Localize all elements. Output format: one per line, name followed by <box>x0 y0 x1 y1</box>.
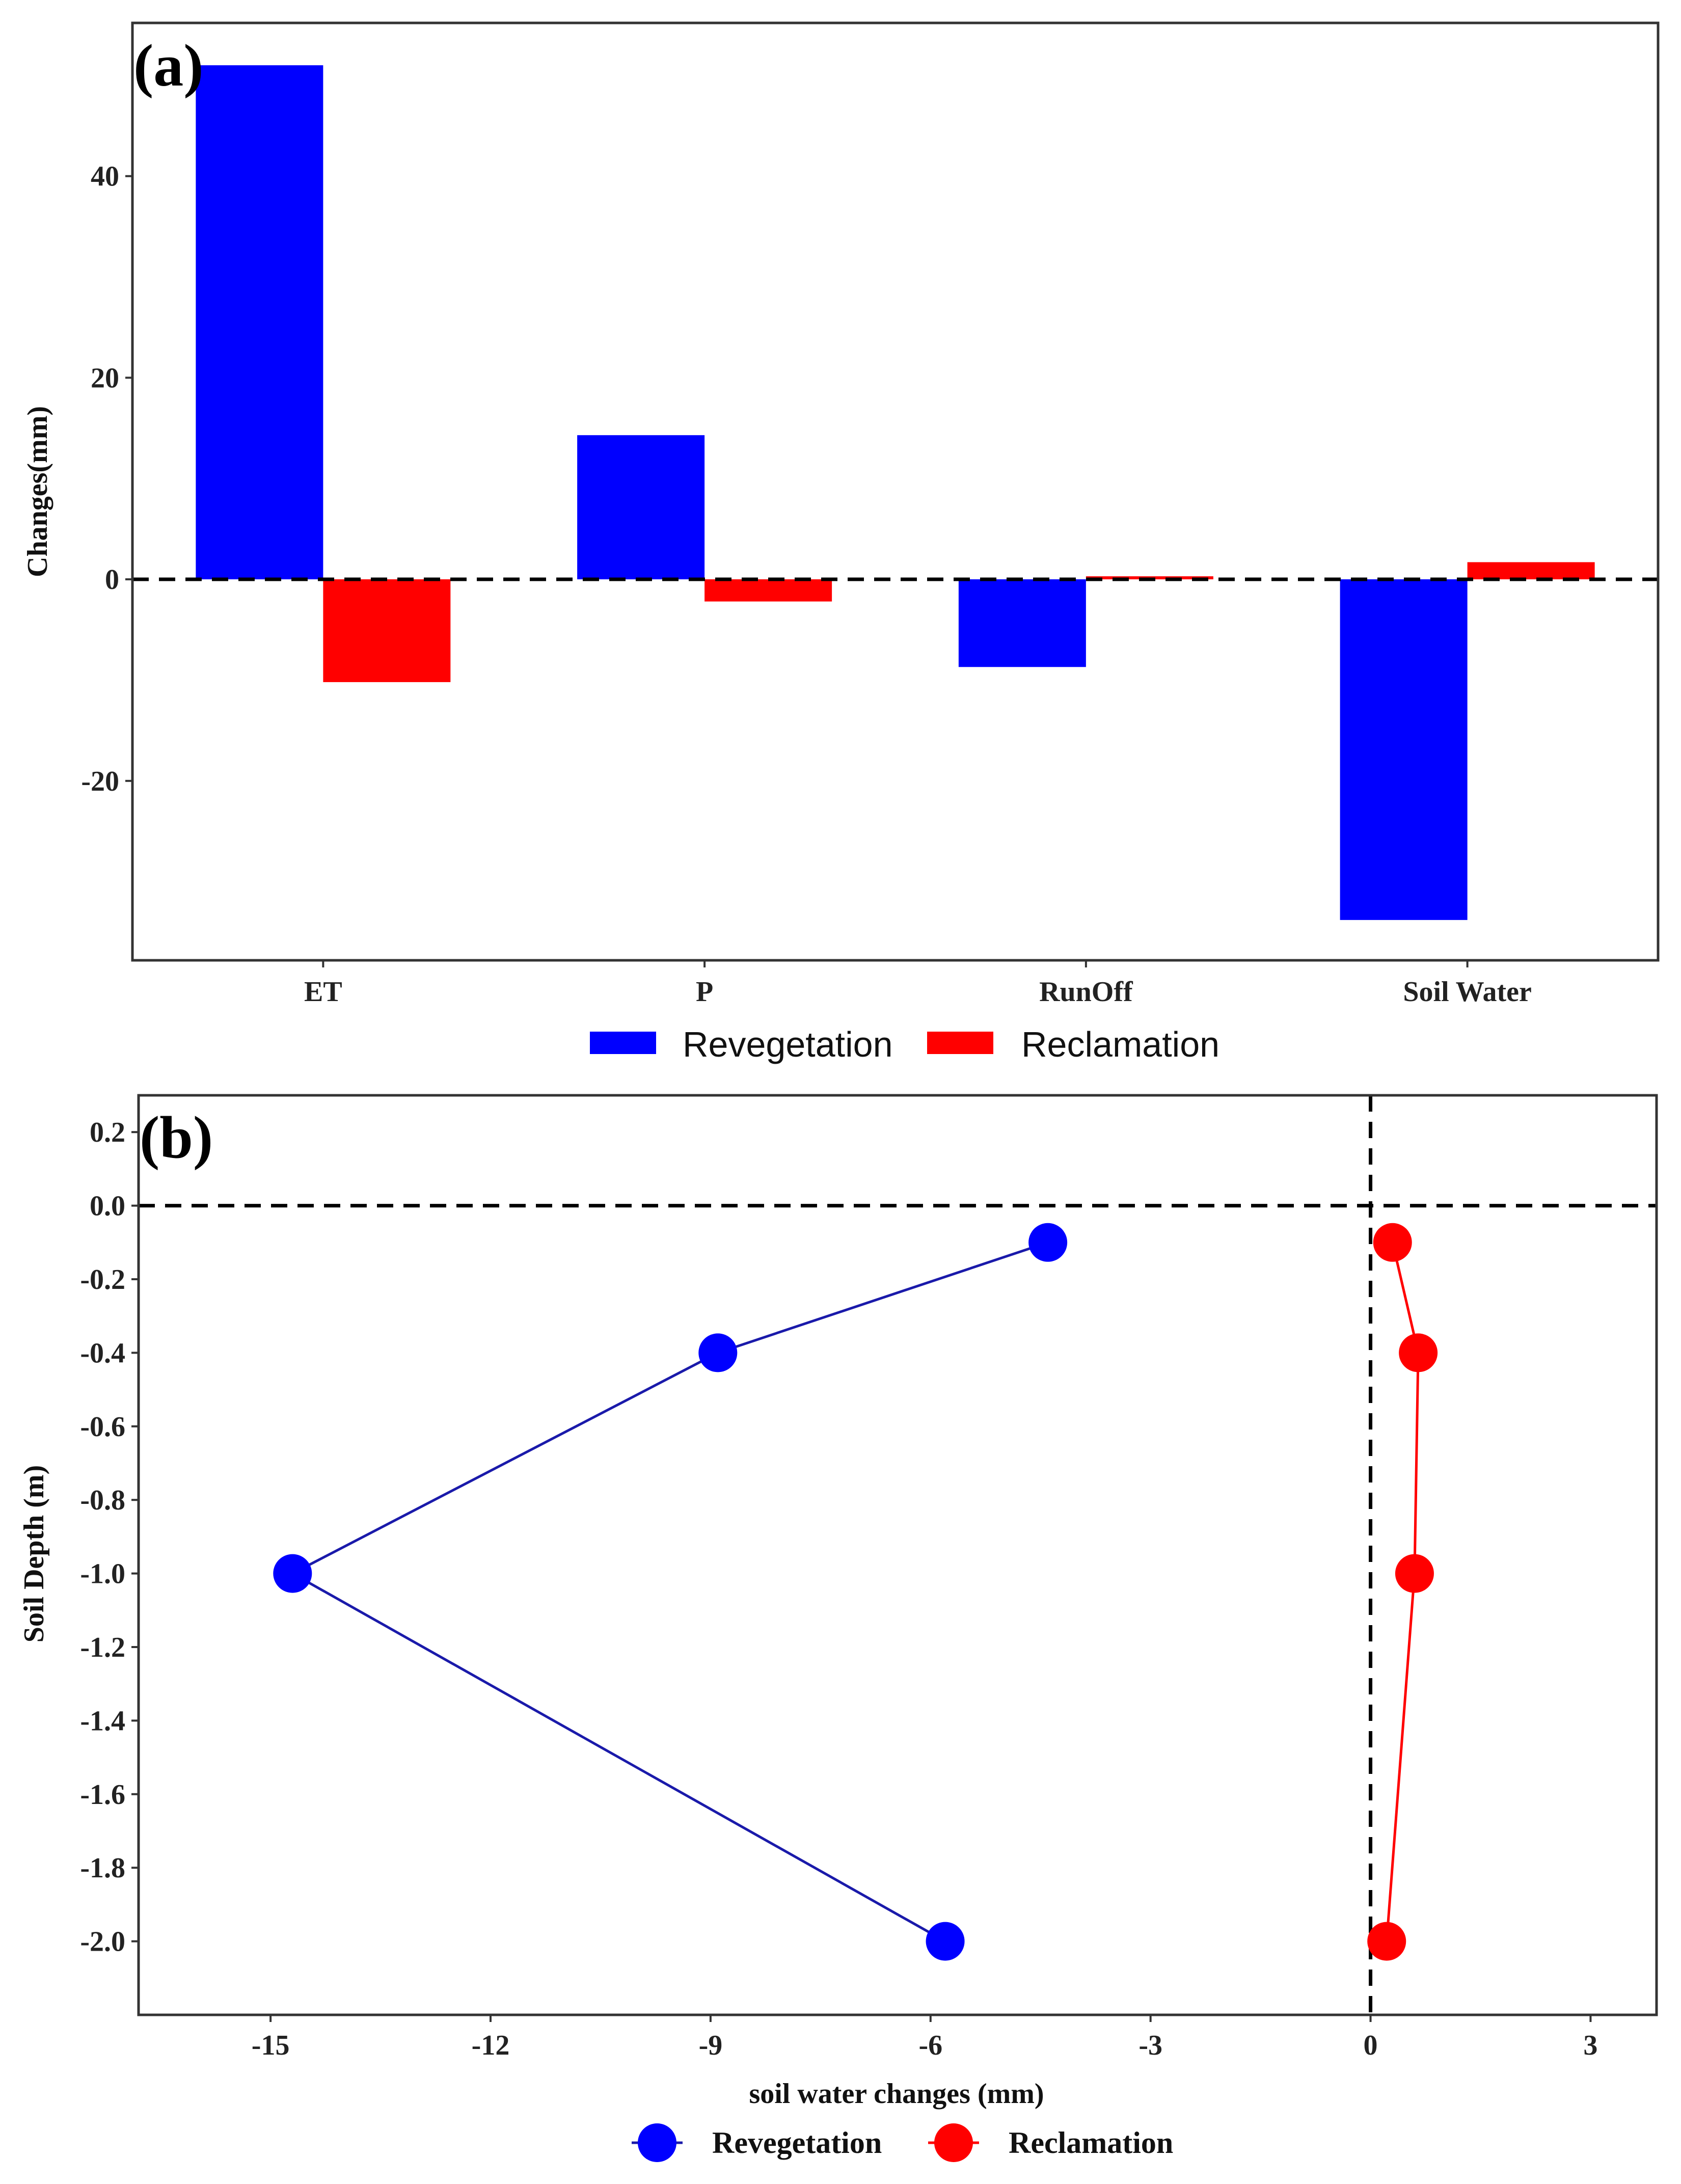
y-tick-label: -0.8 <box>80 1485 125 1516</box>
point-revegetation-1 <box>1028 1223 1068 1262</box>
line-reclamation <box>1385 1242 1420 1942</box>
y-tick-label: 0.2 <box>90 1117 125 1148</box>
point-revegetation-2 <box>698 1333 738 1372</box>
y-tick-label: -1.6 <box>80 1779 125 1811</box>
bar-revegetation-p <box>577 435 705 580</box>
x-tick-label: -15 <box>252 2030 290 2061</box>
y-tick-label: -1.2 <box>80 1632 125 1663</box>
x-tick-label: -12 <box>472 2030 510 2061</box>
point-revegetation-3 <box>273 1554 312 1593</box>
y-tick-label: 40 <box>91 161 119 193</box>
point-revegetation-4 <box>926 1922 965 1961</box>
point-reclamation-3 <box>1395 1554 1434 1593</box>
x-tick-label: -3 <box>1138 2030 1162 2061</box>
panel-b-y-axis-ticks: 0.2 0.0 -0.2 -0.4 -0.6 -0.8 -1.0 -1.2 -1.4 -1.6 -1… <box>80 1117 139 1958</box>
y-tick-label: -0.4 <box>80 1337 125 1369</box>
panel-a-plot-border <box>131 21 1660 962</box>
point-reclamation-1 <box>1373 1223 1412 1262</box>
legend-b-reclamation-marker <box>934 2123 973 2162</box>
panel-b-plot-border <box>137 1094 1658 2016</box>
x-tick-label: 0 <box>1364 2030 1378 2061</box>
panel-a-legend: Revegetation Reclamation <box>590 1024 1219 1064</box>
panel-b-line-chart: 0.2 0.0 -0.2 -0.4 -0.6 -0.8 -1.0 -1.2 -1.4 -1.6 -1… <box>18 1094 1658 2162</box>
x-tick-label-p: P <box>696 976 713 1008</box>
panel-a-x-axis-ticks: ET P RunOff Soil Water <box>304 960 1532 1008</box>
legend-a-reclamation-label: Reclamation <box>1021 1024 1219 1064</box>
y-tick-label: -1.8 <box>80 1852 125 1884</box>
bar-reclamation-et <box>323 579 451 682</box>
legend-a-revegetation-swatch <box>590 1032 656 1054</box>
panel-a-label: (a) <box>133 32 204 99</box>
point-reclamation-2 <box>1399 1333 1438 1372</box>
legend-b-reclamation-label: Reclamation <box>1009 2126 1173 2160</box>
panel-a-y-axis-ticks: -20 0 20 40 <box>81 161 132 797</box>
y-tick-label: -1.4 <box>80 1705 125 1737</box>
y-tick-label: -0.2 <box>80 1264 125 1296</box>
panel-b-x-axis-title: soil water changes (mm) <box>749 2078 1044 2110</box>
y-tick-label: -20 <box>81 766 119 797</box>
y-tick-label: -1.0 <box>80 1558 125 1590</box>
point-reclamation-4 <box>1367 1922 1406 1961</box>
panel-b-legend: Revegetation Reclamation <box>632 2123 1173 2162</box>
x-tick-label-et: ET <box>304 976 342 1008</box>
x-tick-label-soil-water: Soil Water <box>1403 976 1532 1008</box>
bar-revegetation-et <box>196 65 323 580</box>
y-tick-label: -0.6 <box>80 1411 125 1443</box>
legend-a-revegetation-label: Revegetation <box>683 1024 893 1064</box>
y-tick-label: -2.0 <box>80 1926 125 1958</box>
x-tick-label-runoff: RunOff <box>1039 976 1133 1008</box>
bar-revegetation-runoff <box>958 579 1086 667</box>
panel-b-series-points <box>273 1223 1438 1961</box>
y-tick-label: 20 <box>91 362 119 394</box>
panel-a-bars <box>196 65 1595 920</box>
x-tick-label: 3 <box>1583 2030 1597 2061</box>
bar-reclamation-p <box>704 579 832 602</box>
x-tick-label: -9 <box>699 2030 723 2061</box>
panel-b-x-axis-ticks: -15 -12 -9 -6 -3 0 3 <box>252 2015 1597 2061</box>
bar-reclamation-soil-water <box>1467 562 1595 580</box>
panel-a-y-axis-title: Changes(mm) <box>22 406 53 577</box>
panel-b-label: (b) <box>140 1104 213 1171</box>
legend-b-revegetation-label: Revegetation <box>712 2126 882 2160</box>
y-tick-label: 0 <box>105 564 119 596</box>
panel-a-bar-chart: -20 0 20 40 ET P RunOff Soil Water (a) Changes… <box>22 21 1660 1064</box>
y-tick-label: 0.0 <box>90 1191 125 1222</box>
legend-b-revegetation-marker <box>638 2123 676 2162</box>
bar-revegetation-soil-water <box>1340 579 1468 920</box>
panel-b-series-lines <box>290 1241 1420 1943</box>
line-revegetation <box>290 1241 1048 1943</box>
legend-a-reclamation-swatch <box>927 1032 993 1054</box>
panel-b-y-axis-title: Soil Depth (m) <box>18 1465 50 1642</box>
x-tick-label: -6 <box>918 2030 942 2061</box>
